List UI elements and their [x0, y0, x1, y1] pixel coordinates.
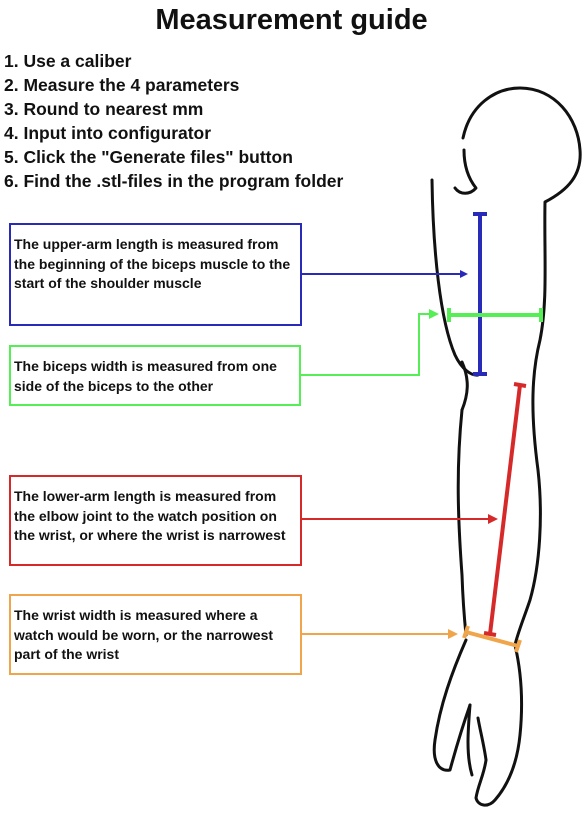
upper-arm-measure — [473, 212, 487, 376]
biceps-callout: The biceps width is measured from one si… — [9, 345, 301, 406]
step-6: 6. Find the .stl-files in the program fo… — [4, 171, 344, 191]
lower-arm-measure — [483, 382, 527, 637]
arm-outline — [430, 86, 582, 807]
step-5: 5. Click the "Generate files" button — [4, 147, 293, 167]
upper-arm-callout: The upper-arm length is measured from th… — [9, 223, 302, 326]
step-3: 3. Round to nearest mm — [4, 99, 204, 119]
biceps-measure — [447, 308, 543, 322]
wrist-callout: The wrist width is measured where a watc… — [9, 594, 302, 675]
page-title: Measurement guide — [155, 4, 428, 36]
step-2: 2. Measure the 4 parameters — [4, 75, 240, 95]
lower-arm-callout: The lower-arm length is measured from th… — [9, 475, 302, 566]
step-4: 4. Input into configurator — [4, 123, 212, 143]
wrist-measure — [462, 625, 522, 653]
biceps-arrow — [301, 309, 439, 376]
step-1: 1. Use a caliber — [4, 51, 132, 71]
instruction-list: 1. Use a caliber 2. Measure the 4 parame… — [4, 49, 343, 193]
